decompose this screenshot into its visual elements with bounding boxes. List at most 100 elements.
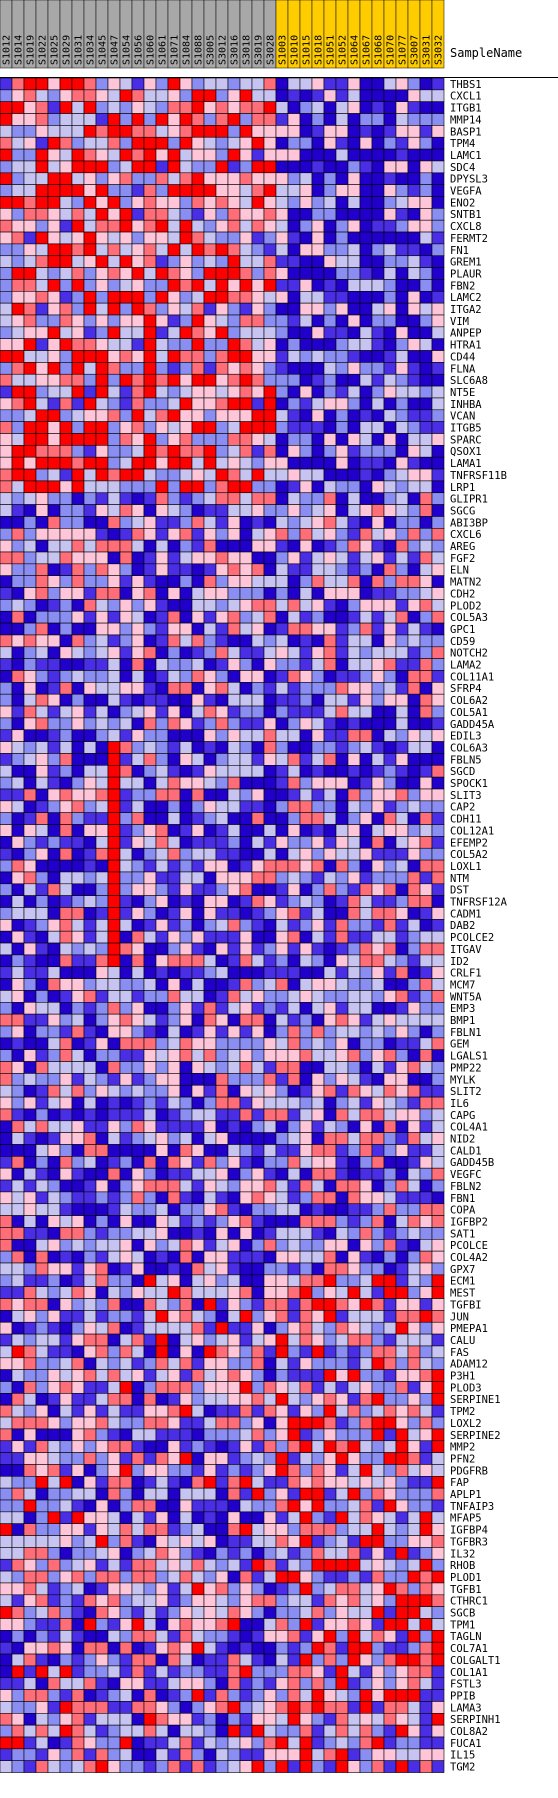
heatmap-cell [324,374,336,386]
heatmap-cell [96,1322,108,1334]
heatmap-cell [96,1607,108,1619]
heatmap-cell [120,137,132,149]
heatmap-cell [204,576,216,588]
heatmap-cell [192,599,204,611]
heatmap-cell [180,1062,192,1074]
heatmap-cell [192,540,204,552]
heatmap-cell [0,1121,12,1133]
heatmap-cell [288,1133,300,1145]
heatmap-cell [372,410,384,422]
heatmap-cell [156,860,168,872]
heatmap-cell [420,825,432,837]
heatmap-cell [228,1145,240,1157]
heatmap-cell [312,576,324,588]
heatmap-cell [144,291,156,303]
heatmap-cell [108,481,120,493]
heatmap-cell [24,1405,36,1417]
heatmap-cell [60,647,72,659]
heatmap-cell [36,1547,48,1559]
heatmap-cell [60,718,72,730]
heatmap-cell [240,1121,252,1133]
heatmap-cell [60,742,72,754]
heatmap-cell [72,457,84,469]
heatmap-cell [432,990,444,1002]
heatmap-cell [288,789,300,801]
heatmap-cell [228,1216,240,1228]
heatmap-cell [240,386,252,398]
heatmap-cell [192,979,204,991]
heatmap-cell [144,185,156,197]
heatmap-cell [144,362,156,374]
heatmap-cell [420,422,432,434]
heatmap-cell [252,279,264,291]
heatmap-cell [324,244,336,256]
heatmap-cell [192,1607,204,1619]
heatmap-cell [252,528,264,540]
heatmap-cell [60,493,72,505]
heatmap-cell [360,1346,372,1358]
heatmap-cell [24,374,36,386]
heatmap-cell [60,1145,72,1157]
heatmap-cell [108,1026,120,1038]
heatmap-cell [36,410,48,422]
heatmap-cell [360,1393,372,1405]
heatmap-cell [48,789,60,801]
heatmap-cell [432,422,444,434]
heatmap-cell [240,979,252,991]
heatmap-cell [384,1500,396,1512]
heatmap-cell [144,315,156,327]
heatmap-cell [84,540,96,552]
heatmap-cell [60,327,72,339]
heatmap-cell [84,1524,96,1536]
heatmap-cell [204,149,216,161]
heatmap-cell [108,1204,120,1216]
heatmap-cell [204,1180,216,1192]
heatmap-cell [168,647,180,659]
heatmap-cell [240,445,252,457]
heatmap-cell [24,576,36,588]
heatmap-cell [312,872,324,884]
heatmap-cell [396,1346,408,1358]
heatmap-cell [192,777,204,789]
heatmap-cell [360,1382,372,1394]
heatmap-cell [372,422,384,434]
heatmap-cell [420,374,432,386]
heatmap-cell [24,185,36,197]
heatmap-cell [372,801,384,813]
heatmap-cell [276,185,288,197]
heatmap-cell [348,374,360,386]
heatmap-cell [108,457,120,469]
heatmap-cell [180,244,192,256]
heatmap-cell [156,647,168,659]
heatmap-cell [216,931,228,943]
heatmap-cell [72,1038,84,1050]
heatmap-cell [144,1204,156,1216]
heatmap-cell [60,801,72,813]
heatmap-cell [228,1109,240,1121]
heatmap-cell [24,208,36,220]
heatmap-cell [156,694,168,706]
heatmap-cell [168,1382,180,1394]
heatmap-cell [204,1002,216,1014]
heatmap-cell [384,706,396,718]
heatmap-cell [420,671,432,683]
heatmap-cell [276,1239,288,1251]
heatmap-cell [312,1405,324,1417]
heatmap-cell [156,753,168,765]
heatmap-cell [84,706,96,718]
heatmap-cell [324,1559,336,1571]
heatmap-cell [336,872,348,884]
heatmap-cell [420,315,432,327]
heatmap-cell [360,1062,372,1074]
heatmap-cell [132,327,144,339]
heatmap-cell [0,836,12,848]
heatmap-cell [324,576,336,588]
heatmap-cell [144,114,156,126]
heatmap-cell [300,872,312,884]
heatmap-cell [48,1062,60,1074]
heatmap-cell [204,706,216,718]
heatmap-cell [120,90,132,102]
heatmap-cell [396,173,408,185]
heatmap-cell [168,220,180,232]
heatmap-cell [384,1026,396,1038]
